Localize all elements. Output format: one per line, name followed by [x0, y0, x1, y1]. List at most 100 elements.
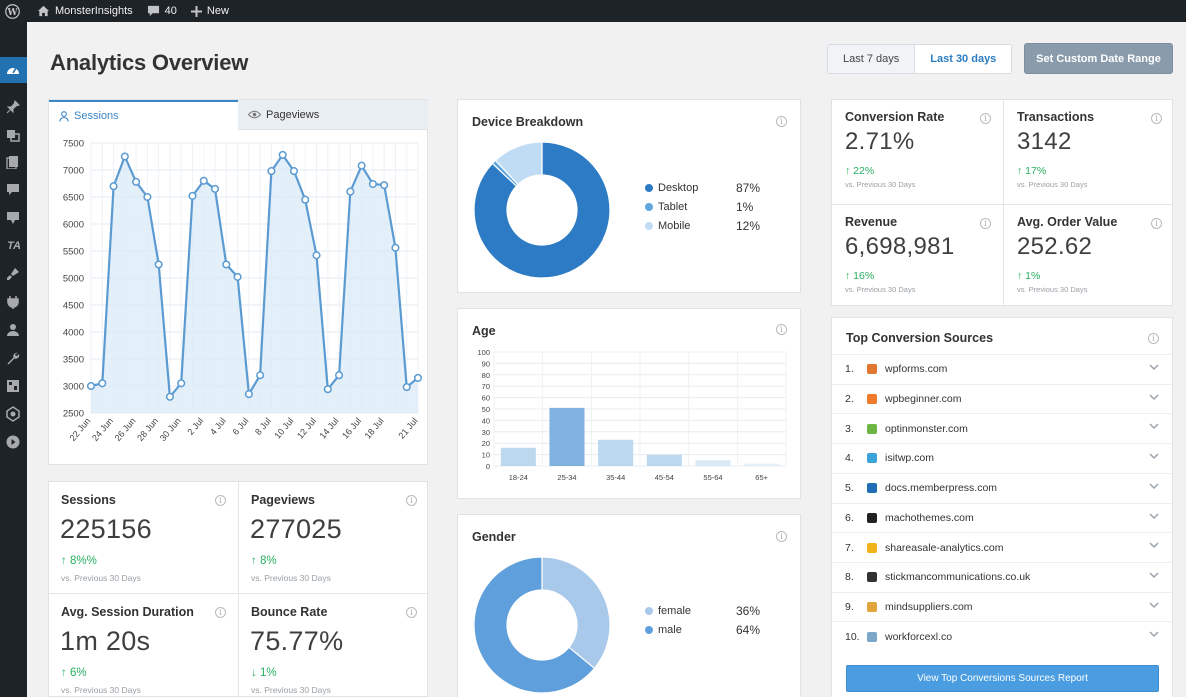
x-tick-label: 55-64: [703, 473, 722, 482]
stat-transactions: Transactions i 3142 ↑ 17% vs. Previous 3…: [1004, 100, 1174, 204]
tab-pageviews[interactable]: Pageviews: [238, 100, 428, 130]
comments-menu-icon[interactable]: [4, 181, 22, 199]
chevron-down-icon[interactable]: [1149, 394, 1159, 401]
source-row[interactable]: 7. shareasale-analytics.com: [832, 532, 1173, 562]
tab-sessions[interactable]: Sessions: [49, 100, 238, 130]
chevron-down-icon[interactable]: [1149, 483, 1159, 490]
arrow-up-icon: ↑: [845, 165, 851, 177]
y-tick-label: 70: [482, 382, 490, 391]
gender-title: Gender: [472, 530, 516, 544]
chevron-down-icon[interactable]: [1149, 542, 1159, 549]
data-point: [402, 383, 411, 392]
y-tick-label: 50: [482, 405, 490, 414]
y-tick-label: 7000: [63, 166, 84, 177]
pages-icon[interactable]: [4, 153, 22, 171]
info-icon[interactable]: i: [776, 116, 787, 127]
source-rank: 1.: [845, 363, 854, 376]
last-7-days-button[interactable]: Last 7 days: [828, 45, 915, 73]
comments-link[interactable]: 40: [140, 0, 184, 22]
info-icon[interactable]: i: [1148, 333, 1159, 344]
stats-divider-vertical: [238, 482, 239, 697]
x-tick-label: 26 Jun: [113, 416, 138, 443]
thirstyaffiliates-icon[interactable]: TA: [7, 240, 21, 252]
age-title: Age: [472, 324, 496, 338]
stat-change-value: 16%: [853, 270, 875, 282]
arrow-up-icon: ↑: [61, 555, 67, 567]
monsterinsights-icon[interactable]: [4, 405, 22, 423]
source-row[interactable]: 5. docs.memberpress.com: [832, 472, 1173, 503]
legend-percent: 87%: [736, 181, 761, 195]
legend-female: female 36%: [645, 604, 760, 618]
data-point: [267, 167, 276, 176]
plugins-icon[interactable]: [4, 293, 22, 311]
info-icon[interactable]: i: [776, 531, 787, 542]
info-icon[interactable]: i: [980, 218, 991, 229]
dashboard-icon[interactable]: [4, 61, 22, 79]
data-point: [86, 381, 96, 391]
stat-comparison: vs. Previous 30 Days: [845, 180, 916, 189]
bar-18-24: [500, 447, 536, 466]
x-tick-label: 30 Jun: [158, 416, 183, 443]
tools-wrench-icon[interactable]: [4, 349, 22, 367]
source-row[interactable]: 6. machothemes.com: [832, 502, 1173, 533]
source-row[interactable]: 3. optinmonster.com: [832, 413, 1173, 443]
appearance-brush-icon[interactable]: [4, 265, 22, 283]
feedback-icon[interactable]: [4, 209, 22, 227]
site-name-link[interactable]: MonsterInsights: [27, 0, 140, 22]
info-icon[interactable]: i: [1151, 113, 1162, 124]
source-row[interactable]: 4. isitwp.com: [832, 443, 1173, 473]
stat-label: Bounce Rate: [251, 605, 328, 619]
users-icon[interactable]: [4, 321, 22, 339]
info-icon[interactable]: i: [215, 607, 226, 618]
info-icon[interactable]: i: [1151, 218, 1162, 229]
site-favicon-icon: [867, 423, 877, 434]
source-row[interactable]: 10. workforcexl.co: [832, 621, 1173, 651]
slice-male: [473, 556, 596, 694]
chevron-down-icon[interactable]: [1149, 602, 1159, 609]
chevron-down-icon[interactable]: [1149, 512, 1159, 520]
chevron-down-icon[interactable]: [1149, 631, 1159, 638]
stat-value: 75.77%: [250, 626, 344, 656]
source-row[interactable]: 9. mindsuppliers.com: [832, 591, 1173, 622]
site-name: MonsterInsights: [55, 5, 133, 17]
last-30-days-button[interactable]: Last 30 days: [914, 45, 1012, 73]
source-row[interactable]: 2. wpbeginner.com: [832, 383, 1173, 414]
pin-icon[interactable]: [4, 98, 22, 116]
chevron-down-icon[interactable]: [1149, 572, 1159, 579]
info-icon[interactable]: i: [776, 324, 787, 335]
info-icon[interactable]: i: [406, 495, 417, 506]
chevron-down-icon[interactable]: [1149, 364, 1159, 371]
collapse-menu-icon[interactable]: [4, 433, 22, 451]
info-icon[interactable]: i: [215, 495, 226, 506]
legend-swatch: [645, 607, 653, 615]
x-tick-label: 28 Jun: [135, 416, 160, 443]
new-content-link[interactable]: New: [184, 0, 236, 22]
site-favicon-icon: [867, 572, 877, 583]
chevron-down-icon[interactable]: [1149, 453, 1159, 460]
admin-sidebar: TA: [0, 22, 27, 697]
source-row[interactable]: 8. stickmancommunications.co.uk: [832, 561, 1173, 592]
source-row[interactable]: 1. wpforms.com: [832, 354, 1173, 384]
view-sources-report-button[interactable]: View Top Conversions Sources Report: [846, 665, 1159, 692]
top-conversion-sources-panel: Top Conversion Sources i 1. wpforms.com 2.…: [831, 317, 1173, 697]
media-icon[interactable]: [4, 126, 22, 144]
wordpress-logo-icon[interactable]: W: [0, 0, 27, 22]
sessions-area: [91, 154, 418, 413]
source-domain: docs.memberpress.com: [885, 482, 998, 495]
chevron-down-icon[interactable]: [1149, 423, 1159, 430]
y-tick-label: 3000: [63, 382, 84, 393]
y-tick-label: 40: [482, 416, 490, 425]
tab-pageviews-label: Pageviews: [266, 108, 320, 121]
stat-change: ↑ 8%%: [61, 555, 97, 567]
y-tick-label: 10: [482, 451, 490, 460]
source-rank: 4.: [845, 452, 854, 465]
data-point: [165, 392, 174, 401]
data-point: [177, 379, 186, 388]
source-rank: 3.: [845, 422, 854, 435]
stat-revenue: Revenue i 6,698,981 ↑ 16% vs. Previous 3…: [832, 205, 1003, 307]
info-icon[interactable]: i: [980, 113, 991, 124]
settings-grid-icon[interactable]: [4, 377, 22, 395]
stat-value: 225156: [60, 514, 152, 544]
custom-date-range-button[interactable]: Set Custom Date Range: [1024, 43, 1173, 74]
info-icon[interactable]: i: [406, 607, 417, 618]
